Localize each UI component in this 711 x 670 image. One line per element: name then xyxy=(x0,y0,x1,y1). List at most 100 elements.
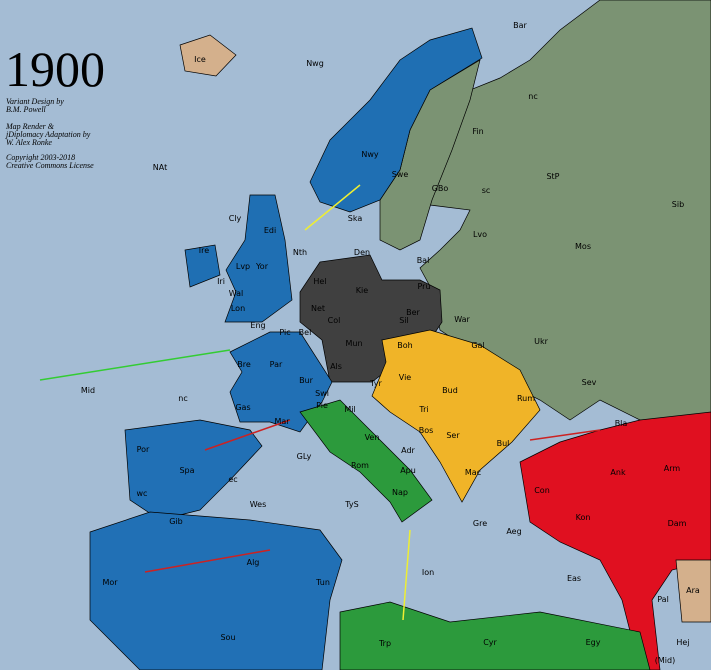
order-arrow xyxy=(529,429,601,441)
province-label: Lvo xyxy=(473,230,487,239)
province-label: Bos xyxy=(419,426,434,435)
province-label: StP xyxy=(546,172,559,181)
province-label: Par xyxy=(270,360,283,369)
province-label: Ion xyxy=(422,568,434,577)
province-label: Aeg xyxy=(506,527,521,536)
ireland xyxy=(184,244,221,288)
north-africa xyxy=(89,511,343,670)
province-label: Por xyxy=(137,445,150,454)
province-label: Bal xyxy=(417,256,430,265)
province-label: Hel xyxy=(313,277,326,286)
arabia xyxy=(675,559,711,623)
year-title: 1900 xyxy=(5,41,105,97)
province-label: NAt xyxy=(153,163,167,172)
province-label: Bla xyxy=(615,419,628,428)
province-label: nc xyxy=(528,92,537,101)
province-label: Mun xyxy=(345,339,362,348)
province-label: Nap xyxy=(392,488,408,497)
credit-line: Variant Design by xyxy=(6,97,64,106)
province-label: Tun xyxy=(315,578,330,587)
france xyxy=(229,331,333,433)
credit-line: Copyright 2003-2018 xyxy=(6,153,75,162)
province-label: Rom xyxy=(351,461,369,470)
province-label: Ice xyxy=(194,55,206,64)
province-label: Rum xyxy=(517,394,535,403)
province-label: Mac xyxy=(465,468,481,477)
austria xyxy=(371,329,541,503)
province-label: Ser xyxy=(446,431,460,440)
province-label: Sil xyxy=(399,316,409,325)
orders xyxy=(39,184,601,621)
province-label: Pie xyxy=(316,401,328,410)
province-label: Kon xyxy=(576,513,591,522)
province-label: Tri xyxy=(418,405,428,414)
land xyxy=(89,0,711,670)
credits: Variant Design byB.M. Powell Map Render &… xyxy=(5,97,94,170)
province-label: Dam xyxy=(668,519,687,528)
turkey xyxy=(519,411,711,670)
province-label: Nth xyxy=(293,248,307,257)
province-label: Swe xyxy=(392,170,409,179)
province-label: Mid xyxy=(81,386,95,395)
province-label: Hej xyxy=(676,638,689,647)
province-label: Yor xyxy=(255,262,269,271)
province-label: Kie xyxy=(356,286,368,295)
province-label: nc xyxy=(178,394,187,403)
province-label: Con xyxy=(534,486,550,495)
libya-egypt xyxy=(339,601,651,670)
province-label: GLy xyxy=(297,452,312,461)
province-label: Adr xyxy=(401,446,415,455)
province-label: Apu xyxy=(400,466,416,475)
province-label: Pic xyxy=(279,328,290,337)
province-label: Wes xyxy=(250,500,267,509)
province-label: wc xyxy=(137,489,148,498)
province-label: sc xyxy=(482,186,491,195)
norway xyxy=(309,27,483,213)
britain xyxy=(224,194,293,323)
credit-line: B.M. Powell xyxy=(6,105,47,114)
province-label: Bel xyxy=(299,328,312,337)
province-label: Ska xyxy=(348,214,363,223)
order-arrow xyxy=(204,419,291,451)
province-label: Sev xyxy=(582,378,597,387)
province-label: Pal xyxy=(657,595,669,604)
province-label: TyS xyxy=(344,500,358,509)
province-label: Fin xyxy=(472,127,483,136)
province-label: Bur xyxy=(299,376,314,385)
province-label: Bar xyxy=(513,21,527,30)
province-label: Tyr xyxy=(369,379,382,388)
credit-line: Map Render & xyxy=(5,122,55,131)
province-label: Bre xyxy=(237,360,251,369)
province-label: Arm xyxy=(664,464,681,473)
province-label: Den xyxy=(354,248,370,257)
province-label: Gas xyxy=(235,403,250,412)
province-label: Sou xyxy=(220,633,235,642)
province-label: Ank xyxy=(610,468,626,477)
province-label: Lvp xyxy=(236,262,250,271)
province-label: Mil xyxy=(344,405,355,414)
credit-line: Creative Commons License xyxy=(6,161,94,170)
province-label: Gib xyxy=(169,517,183,526)
province-label: Spa xyxy=(179,466,194,475)
province-label: Ven xyxy=(365,433,380,442)
province-label: Trp xyxy=(378,639,391,648)
russia xyxy=(419,0,711,421)
province-label: (Mid) xyxy=(655,656,675,665)
province-label: Nwg xyxy=(306,59,324,68)
province-label: Boh xyxy=(397,341,412,350)
italy xyxy=(299,399,433,523)
province-label: Bul xyxy=(497,439,510,448)
credit-line: jDiplomacy Adaptation by xyxy=(5,130,91,139)
province-label: Mor xyxy=(102,578,118,587)
iberia xyxy=(124,419,263,521)
province-label: Vie xyxy=(399,373,412,382)
order-arrow xyxy=(402,529,411,621)
province-label: Eng xyxy=(250,321,265,330)
province-label: GBo xyxy=(432,184,449,193)
province-label: Swi xyxy=(315,389,329,398)
province-label: Bud xyxy=(442,386,458,395)
province-label: Mar xyxy=(274,417,290,426)
province-label: Alg xyxy=(247,558,260,567)
province-label: Ber xyxy=(406,308,420,317)
